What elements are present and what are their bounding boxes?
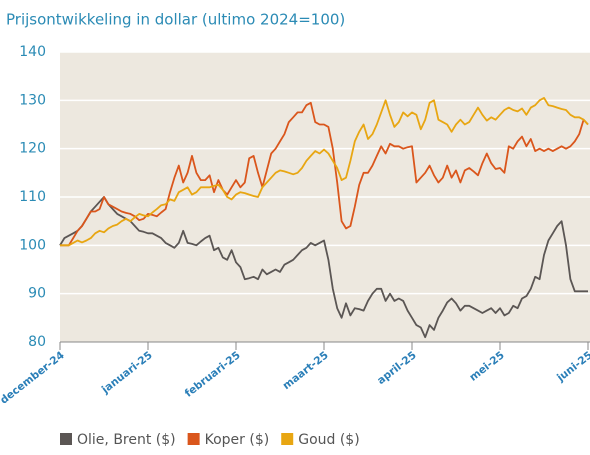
legend-swatch [281,433,294,445]
x-tick-label: december-24 [0,349,67,406]
series-line [60,101,589,247]
y-tick-label: 80 [28,334,46,350]
legend-label: Goud ($) [298,432,359,448]
legend-swatch [187,433,200,445]
y-tick-label: 130 [19,92,46,108]
legend-label: Koper ($) [205,432,270,448]
legend-label: Olie, Brent ($) [77,432,176,448]
x-tick-label: februari-25 [183,349,243,400]
legend-swatch [60,433,72,445]
x-tick-label: april-25 [375,349,419,387]
x-tick-label: januari-25 [99,349,155,396]
y-tick-label: 110 [19,189,46,205]
y-tick-label: 90 [28,286,46,302]
y-tick-label: 120 [19,141,46,157]
series-line [60,97,589,247]
chart-title: Prijsontwikkeling in dollar (ultimo 2024… [6,11,345,29]
y-tick-label: 140 [19,44,46,60]
x-tick-label: maart-25 [281,349,331,392]
x-tick-label: juni-25 [554,349,590,384]
x-tick-label: mei-25 [467,349,506,383]
y-tick-label: 100 [19,237,46,253]
series-line [59,196,588,339]
